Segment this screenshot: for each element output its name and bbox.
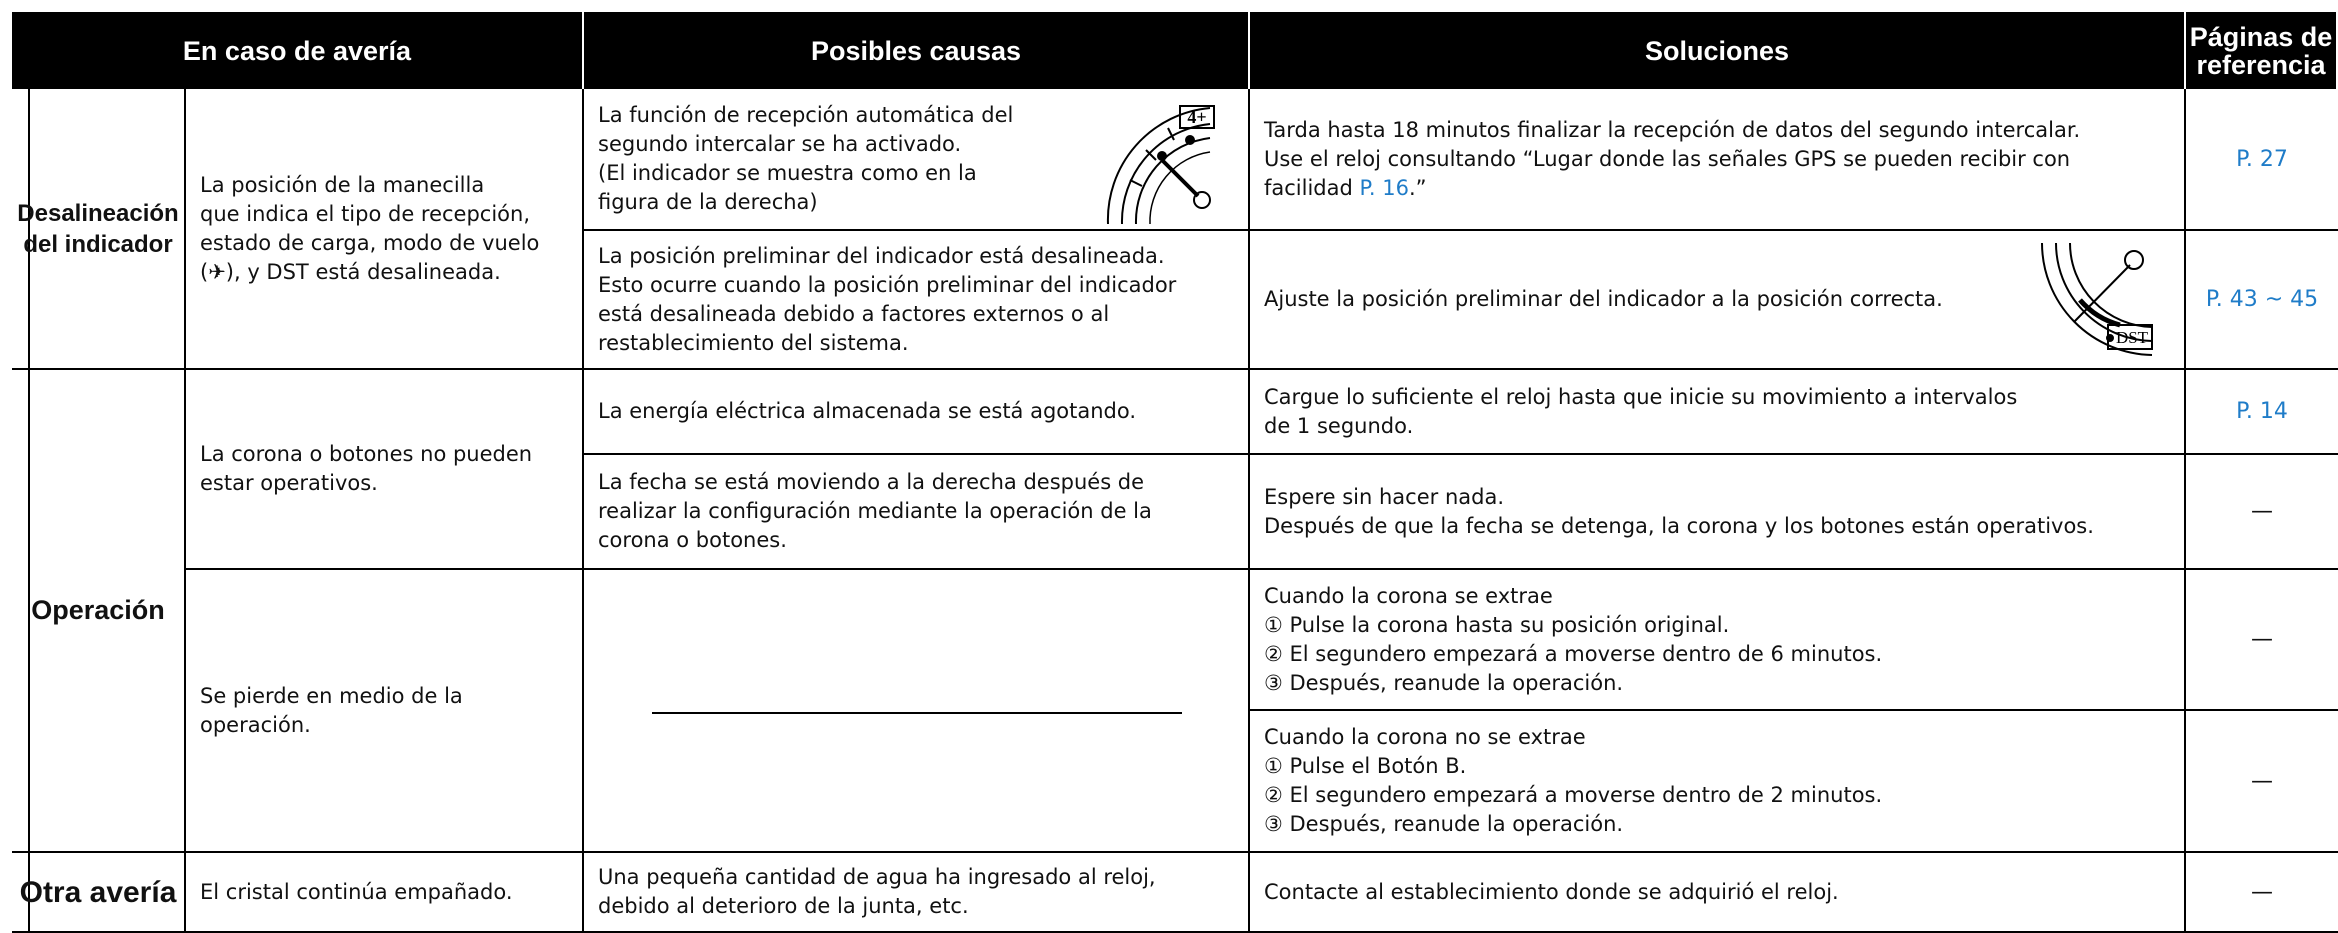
text: facilidad: [1264, 175, 1353, 200]
text-line: (✈), y DST está desalineada.: [200, 259, 501, 284]
text-line: ① Pulse la corona hasta su posición orig…: [1264, 612, 1730, 637]
text-line: estado de carga, modo de vuelo: [200, 230, 540, 255]
reference-cell[interactable]: P. 27: [2186, 89, 2338, 231]
text-line: Espere sin hacer nada.: [1264, 484, 1504, 509]
text-line: de 1 segundo.: [1264, 413, 1414, 438]
text-line: Después de que la fecha se detenga, la c…: [1264, 513, 2094, 538]
text-line: estar operativos.: [200, 471, 378, 495]
text-line: Una pequeña cantidad de agua ha ingresad…: [598, 865, 1156, 889]
cause-cell: La función de recepción automática del se…: [584, 89, 1250, 231]
symptom-cell: La corona o botones no pueden estar opera…: [186, 370, 584, 570]
text-line: restablecimiento del sistema.: [598, 330, 909, 355]
text-line: Cuando la corona se extrae: [1264, 583, 1553, 608]
header-cell: Páginas de referencia: [2186, 12, 2338, 89]
text-line: Operación: [31, 595, 165, 625]
text-line: ② El segundero empezará a moverse dentro…: [1264, 783, 1883, 807]
cause-cell: La posición preliminar del indicador est…: [584, 231, 1250, 370]
symptom-cell: Se pierde en medio de la operación.: [186, 570, 584, 853]
text-line: Ajuste la posición preliminar del indica…: [1264, 287, 1943, 311]
text-line: La función de recepción automática del: [598, 103, 1014, 127]
text-line: figura de la derecha): [598, 190, 818, 214]
text-line: ② El segundero empezará a moverse dentro…: [1264, 641, 1883, 666]
text-line: Cuando la corona no se extrae: [1264, 725, 1586, 749]
text-line: El cristal continúa empañado.: [200, 879, 513, 904]
cause-cell: La energía eléctrica almacenada se está …: [584, 370, 1250, 455]
text-line: ③ Después, reanude la operación.: [1264, 670, 1624, 695]
header-cell: En caso de avería: [12, 12, 584, 89]
solution-cell: Espere sin hacer nada. Después de que la …: [1250, 455, 2186, 570]
solution-cell: Cuando la corona se extrae ① Pulse la cor…: [1250, 570, 2186, 711]
text-line: ③ Después, reanude la operación.: [1264, 812, 1624, 836]
reference-cell: —: [2186, 570, 2338, 711]
symptom-cell: El cristal continúa empañado.: [186, 853, 584, 933]
text-line: ① Pulse el Botón B.: [1264, 754, 1467, 778]
text-line: La posición preliminar del indicador est…: [598, 243, 1165, 268]
text-line: La posición de la manecilla: [200, 172, 485, 197]
group-cell: Operación: [12, 370, 186, 853]
reference-cell[interactable]: P. 43 ~ 45: [2186, 231, 2338, 370]
reference-cell[interactable]: P. 14: [2186, 370, 2338, 455]
header-cell: Posibles causas: [584, 12, 1250, 89]
text-line: referencia: [2196, 49, 2326, 80]
reference-cell: —: [2186, 711, 2338, 853]
text-line: Esto ocurre cuando la posición prelimina…: [598, 272, 1177, 297]
reference-cell: —: [2186, 455, 2338, 570]
text-line: La energía eléctrica almacenada se está …: [598, 399, 1137, 423]
text-line: La corona o botones no pueden: [200, 442, 533, 466]
group-cell: Otra avería: [12, 853, 186, 933]
text: .”: [1409, 175, 1427, 200]
left-border: [0, 89, 30, 933]
text-line: Tarda hasta 18 minutos finalizar la rece…: [1264, 117, 2081, 142]
solution-cell: Tarda hasta 18 minutos finalizar la rece…: [1250, 89, 2186, 231]
text-line: operación.: [200, 712, 311, 737]
text-line: (El indicador se muestra como en la: [598, 161, 977, 185]
text-line: Desalineación: [17, 199, 179, 227]
text-line: facilidad P. 16.”: [1264, 174, 2170, 203]
text-line: debido al deterioro de la junta, etc.: [598, 894, 969, 918]
text-line: Otra avería: [19, 875, 177, 909]
text-line: realizar la configuración mediante la op…: [598, 499, 1152, 523]
text-line: Contacte al establecimiento donde se adq…: [1264, 879, 1839, 904]
text-line: La fecha se está moviendo a la derecha d…: [598, 470, 1145, 494]
text-line: Se pierde en medio de la: [200, 683, 463, 708]
text-line: corona o botones.: [598, 528, 787, 552]
page-link[interactable]: P. 16: [1359, 175, 1409, 200]
text-line: Páginas de: [2189, 21, 2333, 52]
cause-cell: Una pequeña cantidad de agua ha ingresad…: [584, 853, 1250, 933]
reference-cell: —: [2186, 853, 2338, 933]
text-line: que indica el tipo de recepción,: [200, 201, 531, 226]
cause-cell: [584, 570, 1250, 853]
text-line: Use el reloj consultando “Lugar donde la…: [1264, 146, 2071, 171]
header-cell: Soluciones: [1250, 12, 2186, 89]
text-line: segundo intercalar se ha activado.: [598, 132, 962, 156]
text-line: del indicador: [23, 230, 173, 258]
text-line: está desalineada debido a factores exter…: [598, 301, 1110, 326]
solution-cell: Contacte al establecimiento donde se adq…: [1250, 853, 2186, 933]
solution-cell: Cuando la corona no se extrae ① Pulse el …: [1250, 711, 2186, 853]
cause-cell: La fecha se está moviendo a la derecha d…: [584, 455, 1250, 570]
group-cell: Desalineación del indicador: [12, 89, 186, 370]
symptom-cell: La posición de la manecilla que indica el…: [186, 89, 584, 370]
text-line: Cargue lo suficiente el reloj hasta que …: [1264, 384, 2018, 409]
solution-cell: Ajuste la posición preliminar del indica…: [1250, 231, 2186, 370]
solution-cell: Cargue lo suficiente el reloj hasta que …: [1250, 370, 2186, 455]
